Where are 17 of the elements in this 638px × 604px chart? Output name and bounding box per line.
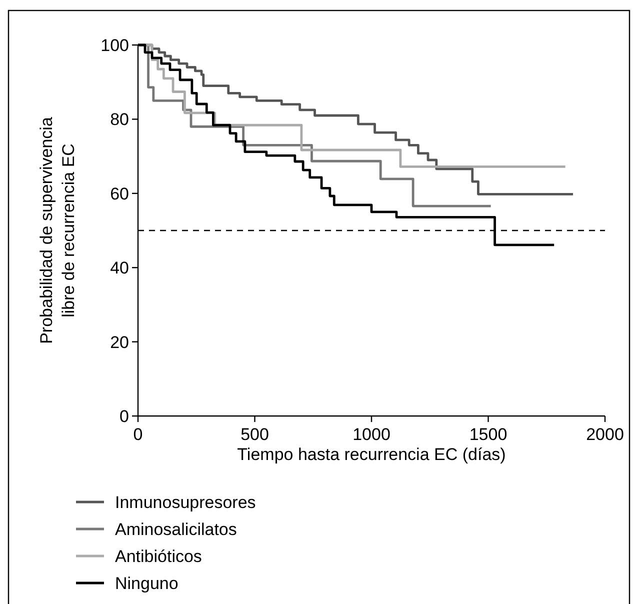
x-tick-label: 2000 <box>586 425 624 444</box>
y-tick-label: 0 <box>120 406 129 426</box>
x-tick-label: 500 <box>240 425 269 444</box>
y-axis-title: Probabilidad de supervivencia libre de recurrencia EC <box>37 116 78 344</box>
y-tick-label: 80 <box>110 110 129 130</box>
x-tick-label: 1500 <box>469 425 508 444</box>
legend-label: Aminosalicilatos <box>115 520 237 539</box>
y-tick-label: 60 <box>110 184 129 204</box>
legend-label: Ninguno <box>115 574 178 593</box>
legend-label: Inmunosupresores <box>115 492 256 512</box>
x-tick-label: 1000 <box>352 425 390 444</box>
legend-label: Antibióticos <box>115 546 202 566</box>
y-tick-label: 100 <box>100 36 129 55</box>
x-tick-label: 0 <box>133 425 143 444</box>
y-tick-label: 20 <box>110 332 129 352</box>
x-axis-title: Tiempo hasta recurrencia EC (días) <box>237 445 506 464</box>
y-tick-label: 40 <box>110 258 129 278</box>
